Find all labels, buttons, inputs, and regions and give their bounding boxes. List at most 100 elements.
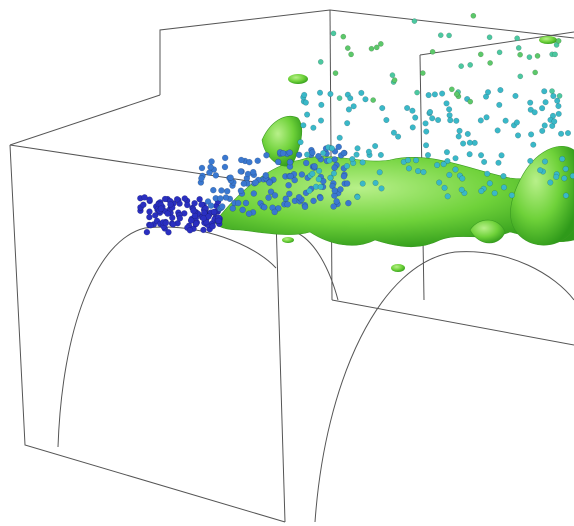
particle bbox=[478, 52, 483, 57]
particle bbox=[301, 92, 307, 98]
particle bbox=[347, 95, 353, 101]
particle bbox=[327, 158, 333, 164]
particle bbox=[460, 141, 466, 147]
particle bbox=[344, 180, 350, 186]
particle bbox=[318, 184, 324, 190]
particle bbox=[303, 100, 309, 106]
particle bbox=[430, 49, 435, 54]
particle bbox=[366, 149, 372, 155]
particle bbox=[341, 150, 347, 156]
particle bbox=[384, 117, 390, 123]
particle bbox=[543, 99, 549, 105]
particle bbox=[341, 173, 347, 179]
particle bbox=[199, 165, 205, 171]
particle bbox=[372, 143, 378, 149]
particle bbox=[467, 151, 473, 157]
particle bbox=[404, 105, 410, 111]
particle bbox=[457, 128, 463, 134]
particle bbox=[425, 152, 431, 158]
particle bbox=[553, 174, 559, 180]
particle bbox=[288, 173, 294, 179]
particle bbox=[420, 70, 425, 75]
particle bbox=[280, 150, 286, 156]
particle bbox=[360, 160, 366, 166]
particle bbox=[445, 194, 451, 200]
particle bbox=[427, 109, 433, 115]
particle bbox=[263, 172, 269, 178]
particle bbox=[369, 46, 374, 51]
back-top-edge bbox=[160, 10, 574, 95]
particle bbox=[238, 168, 244, 174]
particle bbox=[410, 125, 416, 131]
particle bbox=[350, 156, 356, 162]
particle bbox=[355, 194, 361, 200]
particle bbox=[333, 71, 338, 76]
particle bbox=[515, 133, 521, 139]
particle bbox=[211, 209, 217, 215]
particle bbox=[283, 196, 289, 202]
particle bbox=[453, 155, 459, 161]
particle bbox=[438, 33, 443, 38]
particle bbox=[272, 192, 278, 198]
particle bbox=[310, 171, 316, 177]
particle bbox=[412, 18, 417, 23]
particle bbox=[447, 117, 453, 123]
particle bbox=[514, 120, 520, 126]
particle bbox=[533, 70, 538, 75]
particle bbox=[392, 77, 397, 82]
particle bbox=[487, 35, 492, 40]
particle bbox=[174, 196, 180, 202]
particle bbox=[556, 103, 562, 109]
particle bbox=[345, 45, 350, 50]
particle bbox=[537, 167, 543, 173]
particle bbox=[449, 87, 454, 92]
particle bbox=[238, 188, 244, 194]
particle bbox=[253, 180, 259, 186]
particle bbox=[460, 176, 466, 182]
particle bbox=[498, 87, 504, 93]
particle bbox=[246, 159, 252, 165]
particle bbox=[548, 180, 554, 186]
particle bbox=[355, 146, 361, 152]
particle bbox=[209, 159, 215, 165]
particle bbox=[217, 195, 223, 201]
particle bbox=[170, 221, 176, 227]
particle bbox=[378, 152, 384, 158]
particle bbox=[442, 185, 448, 191]
particle bbox=[527, 158, 533, 164]
particle bbox=[216, 218, 222, 224]
particle bbox=[360, 181, 366, 187]
particle bbox=[542, 159, 548, 165]
particle bbox=[320, 150, 326, 156]
particle bbox=[287, 150, 293, 156]
particle bbox=[563, 166, 569, 172]
particle bbox=[213, 172, 219, 178]
particle bbox=[561, 176, 567, 182]
particle bbox=[446, 33, 451, 38]
particle bbox=[423, 129, 429, 135]
particle bbox=[432, 92, 438, 98]
page: (() => { const data = JSON.parse(documen… bbox=[0, 0, 574, 526]
particle bbox=[222, 155, 228, 161]
particle bbox=[539, 128, 545, 134]
particle bbox=[169, 215, 175, 221]
particle bbox=[413, 157, 419, 163]
particle bbox=[332, 165, 338, 171]
particle bbox=[309, 150, 315, 156]
particle bbox=[423, 142, 429, 148]
particle bbox=[329, 146, 335, 152]
particle bbox=[240, 207, 246, 213]
particle bbox=[200, 215, 206, 221]
particle bbox=[238, 157, 244, 163]
blob bbox=[288, 74, 308, 84]
particle bbox=[459, 64, 464, 69]
particle bbox=[182, 195, 188, 201]
particle bbox=[146, 214, 152, 220]
particle bbox=[296, 152, 302, 158]
particle bbox=[423, 121, 429, 127]
particle bbox=[250, 169, 256, 175]
particle bbox=[184, 202, 190, 208]
blob bbox=[539, 36, 557, 44]
particle bbox=[446, 107, 452, 113]
particle bbox=[379, 186, 385, 192]
